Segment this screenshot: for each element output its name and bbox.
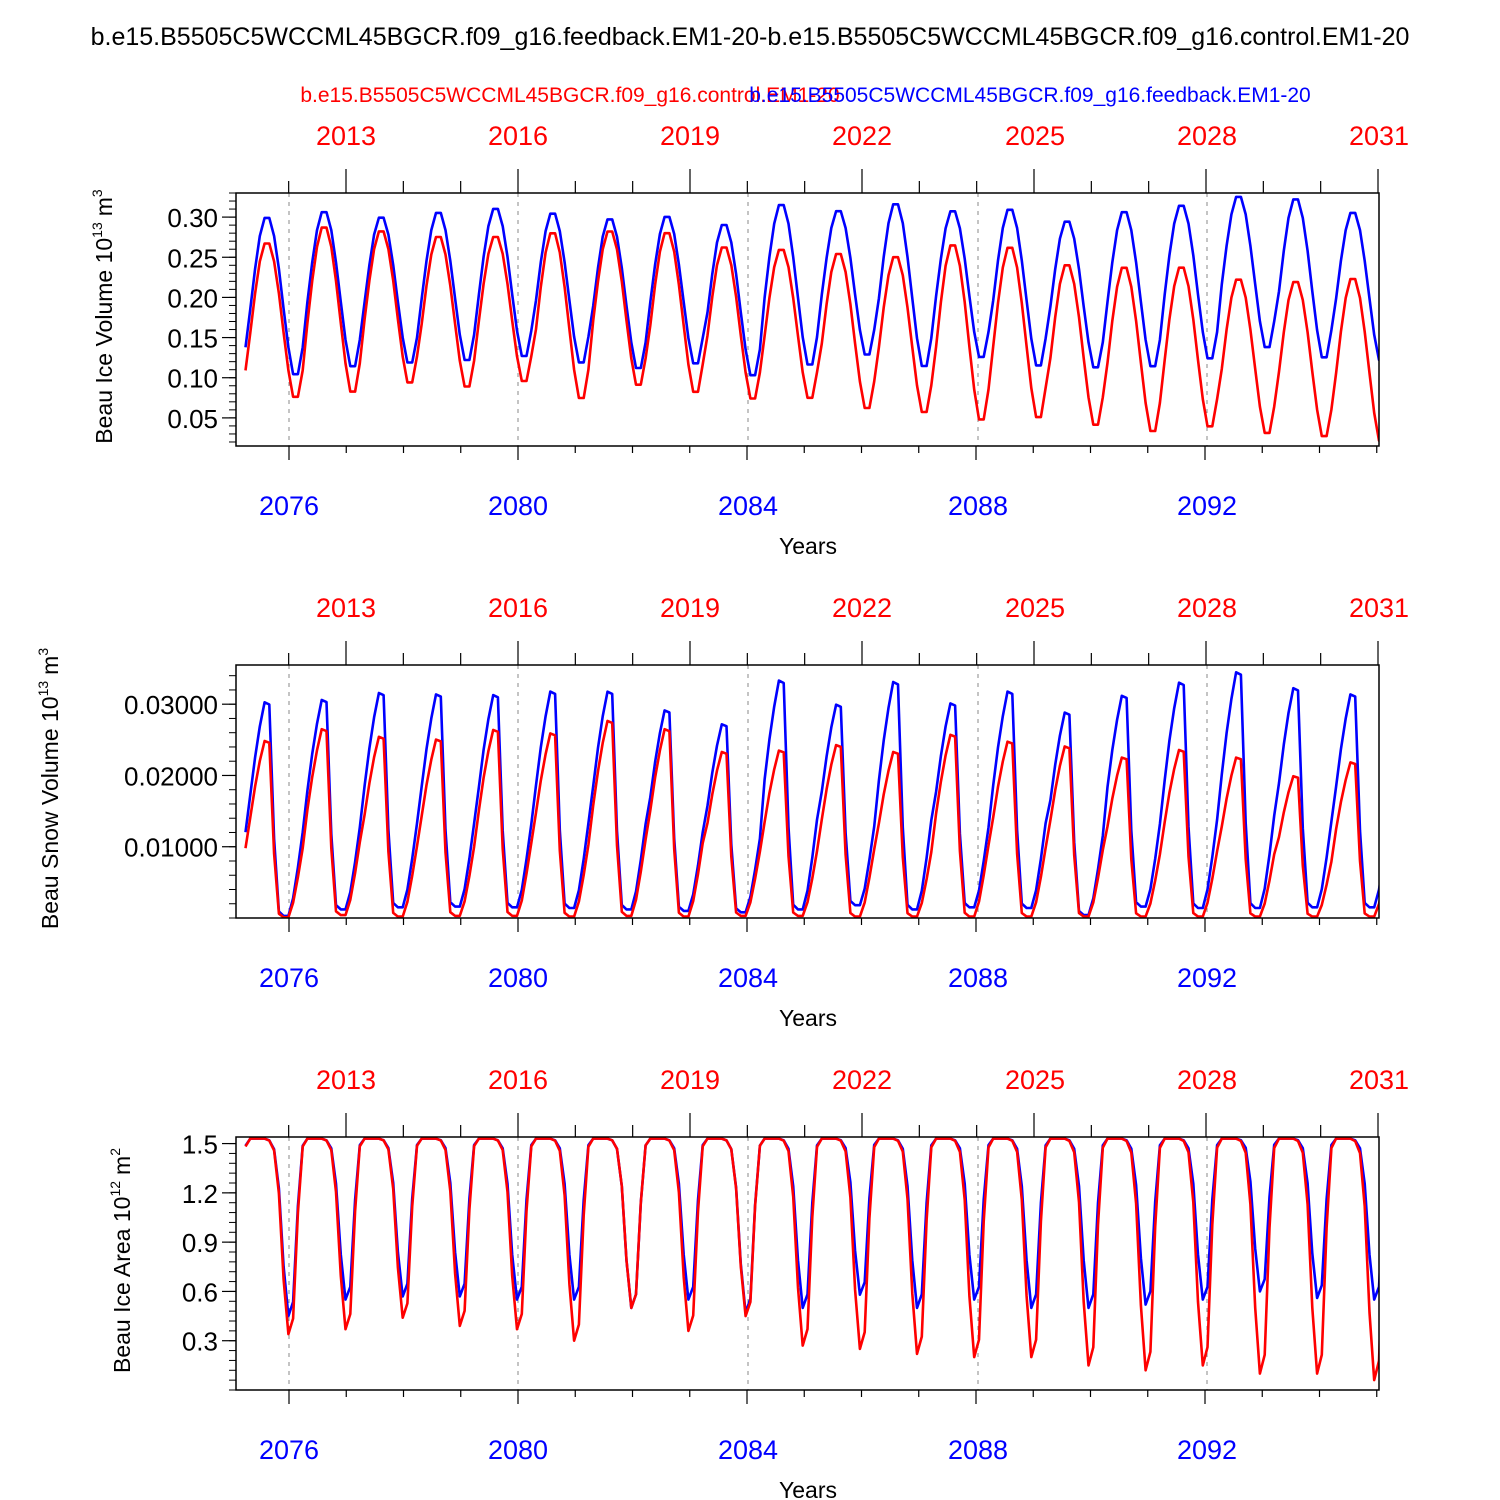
y-tick-label: 0.20 — [167, 283, 218, 313]
y-tick-label: 0.05 — [167, 404, 218, 434]
legend-red-label: b.e15.B5505C5WCCML45BGCR.f09_g16.control… — [300, 84, 839, 107]
x-bottom-tick-label: 2084 — [718, 491, 778, 521]
y-tick-label: 1.2 — [182, 1179, 218, 1209]
y-axis-label-text: Beau Ice Area 10 — [109, 1197, 135, 1373]
y-axis-label-unit: m — [37, 656, 63, 675]
plot-frame — [235, 192, 1380, 447]
y-tick-label: 0.6 — [182, 1277, 218, 1307]
series-line-control — [244, 1137, 1379, 1382]
x-bottom-tick-label: 2088 — [948, 491, 1008, 521]
y-axis-label-unit: m — [91, 197, 117, 216]
x-top-tick-label: 2022 — [832, 121, 892, 151]
y-axis-label: Beau Snow Volume 1013 m3 — [35, 648, 63, 929]
x-top-tick-label: 2025 — [1005, 593, 1065, 623]
panel-snow-volume: 0.01000 0.02000 0.03000 2076 2080 2084 2088 209… — [35, 593, 1409, 1031]
y-axis-label-text: Beau Snow Volume 10 — [37, 696, 63, 929]
x-bottom-tick-label: 2092 — [1177, 963, 1237, 993]
x-bottom-tick-label: 2084 — [718, 1435, 778, 1465]
series-line-feedback — [244, 671, 1379, 918]
y-axis-label-text: Beau Ice Volume 10 — [91, 238, 117, 444]
x-top-tick-label: 2028 — [1177, 1065, 1237, 1095]
y-axis-label-unit-exponent: 2 — [107, 1148, 123, 1156]
x-top-tick-label: 2025 — [1005, 121, 1065, 151]
x-top-tick-label: 2019 — [660, 1065, 720, 1095]
y-axis-label: Beau Ice Area 1012 m2 — [107, 1148, 135, 1373]
x-top-tick-label: 2031 — [1349, 593, 1409, 623]
y-axis-label: Beau Ice Volume 1013 m3 — [89, 189, 117, 444]
y-tick-label: 0.03000 — [124, 690, 218, 720]
x-top-tick-label: 2019 — [660, 593, 720, 623]
y-axis-label-exponent: 13 — [35, 681, 51, 697]
x-top-tick-label: 2022 — [832, 593, 892, 623]
x-top-tick-label: 2016 — [488, 593, 548, 623]
x-top-tick-label: 2031 — [1349, 121, 1409, 151]
x-top-tick-label: 2025 — [1005, 1065, 1065, 1095]
x-bottom-tick-label: 2076 — [259, 1435, 319, 1465]
x-axis-label: Years — [779, 1005, 837, 1031]
x-bottom-tick-label: 2076 — [259, 491, 319, 521]
x-bottom-tick-label: 2092 — [1177, 1435, 1237, 1465]
x-top-tick-label: 2013 — [316, 1065, 376, 1095]
y-axis-label-unit: m — [109, 1156, 135, 1175]
series-line-control — [244, 719, 1379, 918]
x-bottom-tick-label: 2084 — [718, 963, 778, 993]
x-axis-label: Years — [779, 1477, 837, 1500]
x-bottom-tick-label: 2088 — [948, 963, 1008, 993]
y-tick-label: 0.9 — [182, 1228, 218, 1258]
legend-blue-label: b.e15.B5505C5WCCML45BGCR.f09_g16.feedbac… — [749, 84, 1310, 107]
y-tick-label: 1.5 — [182, 1130, 218, 1160]
y-axis-label-unit-exponent: 3 — [35, 648, 51, 656]
plot-frame — [235, 664, 1380, 919]
x-bottom-tick-label: 2080 — [488, 491, 548, 521]
x-top-tick-label: 2019 — [660, 121, 720, 151]
series-line-feedback — [244, 195, 1379, 377]
y-tick-label: 0.25 — [167, 243, 218, 273]
plot-frame — [235, 1136, 1380, 1391]
panel-ice-volume: 0.05 0.10 0.15 0.20 0.25 0.30 2076 2080 2084 2088… — [89, 121, 1409, 559]
panel-ice-area: 0.3 0.6 0.9 1.2 1.5 2076 2080 2084 2088 2092 2013 2… — [107, 1065, 1409, 1500]
y-tick-label: 0.15 — [167, 324, 218, 354]
x-bottom-tick-label: 2076 — [259, 963, 319, 993]
y-tick-label: 0.02000 — [124, 761, 218, 791]
x-top-tick-label: 2028 — [1177, 593, 1237, 623]
y-axis-label-unit-exponent: 3 — [89, 189, 105, 197]
series-line-control — [244, 226, 1379, 442]
x-bottom-tick-label: 2092 — [1177, 491, 1237, 521]
y-tick-label: 0.10 — [167, 364, 218, 394]
x-top-tick-label: 2028 — [1177, 121, 1237, 151]
x-top-tick-label: 2013 — [316, 121, 376, 151]
y-tick-label: 0.3 — [182, 1327, 218, 1357]
x-top-tick-label: 2016 — [488, 121, 548, 151]
x-top-tick-label: 2031 — [1349, 1065, 1409, 1095]
x-bottom-tick-label: 2080 — [488, 963, 548, 993]
y-axis-label-exponent: 12 — [107, 1181, 123, 1197]
x-top-tick-label: 2013 — [316, 593, 376, 623]
y-tick-label: 0.30 — [167, 203, 218, 233]
main-title: b.e15.B5505C5WCCML45BGCR.f09_g16.feedbac… — [91, 23, 1410, 51]
y-tick-label: 0.01000 — [124, 833, 218, 863]
x-bottom-tick-label: 2080 — [488, 1435, 548, 1465]
x-bottom-tick-label: 2088 — [948, 1435, 1008, 1465]
x-top-tick-label: 2022 — [832, 1065, 892, 1095]
series-line-feedback — [244, 1137, 1379, 1318]
x-axis-label: Years — [779, 533, 837, 559]
x-top-tick-label: 2016 — [488, 1065, 548, 1095]
y-axis-label-exponent: 13 — [89, 222, 105, 238]
